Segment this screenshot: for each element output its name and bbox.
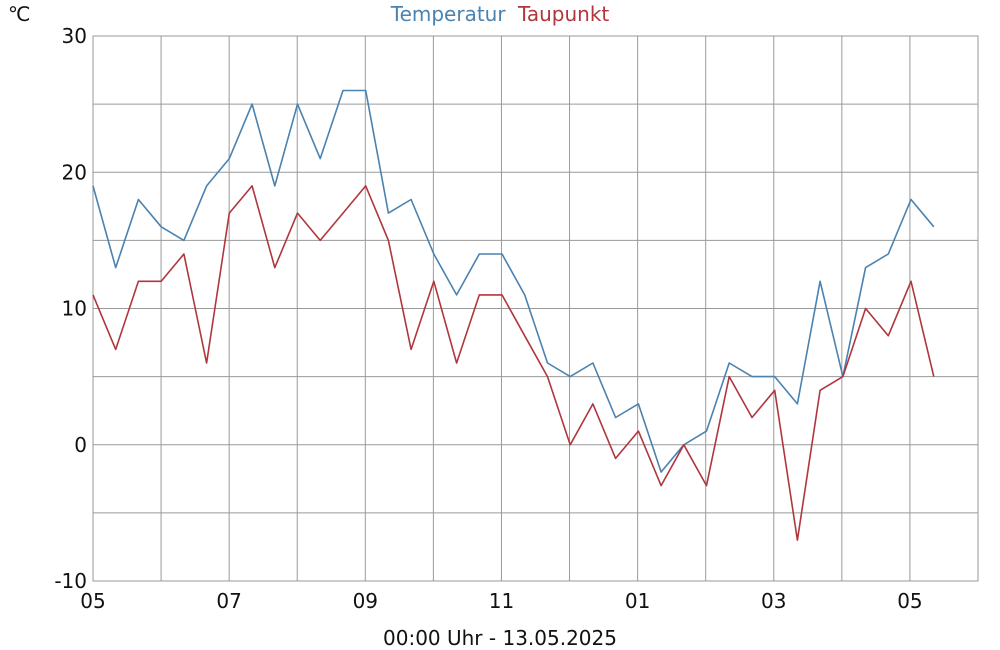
- y-unit-label: ℃: [8, 2, 30, 26]
- y-tick-label: 20: [62, 160, 87, 184]
- title-taupunkt: Taupunkt: [517, 2, 609, 26]
- x-axis-label: 00:00 Uhr - 13.05.2025: [383, 626, 617, 650]
- x-tick-label: 03: [761, 589, 786, 613]
- x-tick-label: 11: [489, 589, 514, 613]
- temperatur-line: [92, 89, 935, 473]
- title-temperatur: Temperatur: [390, 2, 507, 26]
- x-tick-label: 09: [353, 589, 378, 613]
- chart-title: Temperatur Taupunkt: [390, 2, 610, 26]
- taupunkt-line: [92, 185, 935, 541]
- y-tick-label: 10: [62, 297, 87, 321]
- y-tick-label: 0: [74, 433, 87, 457]
- chart-title-text: Temperatur Taupunkt: [390, 2, 610, 26]
- x-tick-label: 05: [80, 589, 105, 613]
- y-tick-label: -10: [54, 569, 87, 593]
- x-tick-label: 07: [216, 589, 241, 613]
- x-tick-label: 05: [897, 589, 922, 613]
- grid: [92, 35, 979, 582]
- x-tick-label: 01: [625, 589, 650, 613]
- y-tick-label: 30: [62, 24, 87, 48]
- series-group: [92, 89, 935, 541]
